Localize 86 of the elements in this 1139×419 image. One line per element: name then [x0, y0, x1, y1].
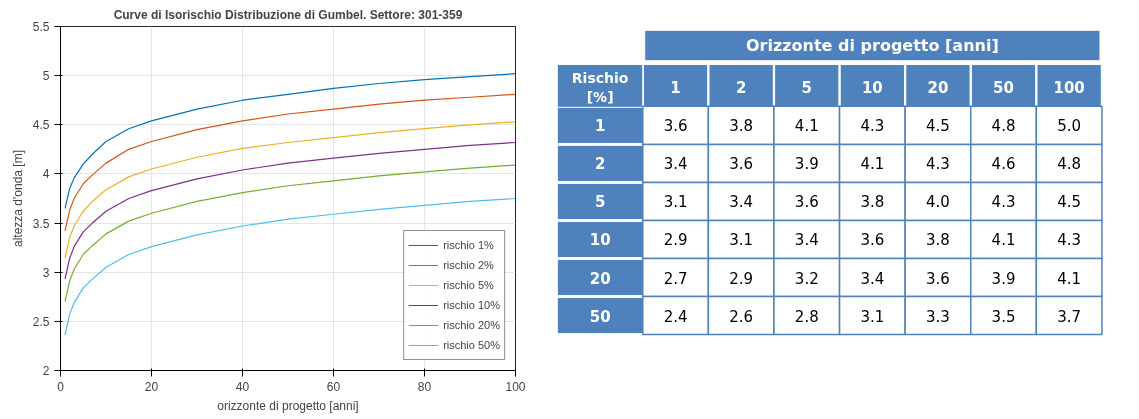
data-label: 3.4 — [860, 269, 885, 288]
x-axis-title: orizzonte di progetto [anni] — [217, 398, 359, 413]
legend-label: rischio 1% — [443, 239, 494, 251]
data-label: 4.1 — [1057, 269, 1082, 288]
data-label: 4.0 — [926, 193, 950, 212]
data-label: 3.6 — [663, 117, 688, 136]
legend-label: rischio 2% — [443, 259, 494, 271]
data-label: 2.8 — [794, 307, 819, 326]
data-label: 4.1 — [860, 155, 885, 174]
x-tick-label: 20 — [927, 79, 949, 98]
y-tick-label: 50 — [589, 307, 611, 326]
data-label: 4.8 — [1057, 155, 1082, 174]
data-label: 3.4 — [794, 231, 819, 250]
y-tick-label: 10 — [589, 231, 611, 250]
data-label: 3.6 — [729, 155, 754, 174]
line-series — [64, 121, 516, 260]
legend-label: rischio 50% — [443, 339, 500, 351]
data-label: 2.6 — [729, 307, 754, 326]
x-tick-label: 100 — [505, 379, 526, 394]
data-label: 4.3 — [926, 155, 950, 174]
y-tick-label: 3.5 — [32, 216, 50, 231]
data-label: 3.1 — [860, 307, 885, 326]
x-axis-title: Orizzonte di progetto [anni] — [745, 36, 999, 56]
x-tick-label: 5 — [801, 79, 812, 98]
x-tick-label: 2 — [735, 79, 747, 98]
data-label: 4.8 — [991, 117, 1016, 136]
y-tick-label: 20 — [589, 269, 611, 288]
data-label: 3.8 — [860, 193, 885, 212]
legend-label: rischio 20% — [443, 319, 500, 331]
x-tick-label: 10 — [861, 79, 883, 98]
data-label: 3.8 — [729, 117, 754, 136]
data-label: 4.6 — [991, 155, 1016, 174]
data-label: 4.3 — [991, 193, 1016, 212]
y-tick-label: 5 — [42, 69, 50, 84]
data-label: 3.9 — [991, 269, 1016, 288]
data-label: 3.4 — [663, 155, 688, 174]
data-label: 3.6 — [860, 231, 885, 250]
data-label: 4.1 — [794, 117, 819, 136]
y-tick-label: 2 — [42, 364, 50, 378]
y-tick-label: 1 — [594, 117, 606, 136]
data-label: 4.5 — [926, 117, 950, 136]
data-label: 5.0 — [1057, 117, 1082, 136]
x-tick-label: 1 — [670, 79, 681, 98]
y-tick-label: 3 — [42, 265, 50, 280]
data-label: 3.4 — [729, 193, 754, 212]
x-tick-label: 100 — [1053, 79, 1085, 98]
y-axis-title: altezza d'onda [m] — [10, 149, 25, 248]
data-label: 3.2 — [794, 269, 819, 288]
data-label: 2.9 — [729, 269, 754, 288]
data-label: 3.9 — [794, 155, 819, 174]
line-series — [64, 93, 516, 232]
x-tick-label: 80 — [417, 379, 432, 394]
legend-label: rischio 5% — [443, 279, 494, 291]
data-label: 3.3 — [926, 307, 950, 326]
data-label: 4.3 — [860, 117, 885, 136]
y-tick-label: 5 — [594, 193, 606, 212]
line-series — [64, 73, 516, 209]
data-label: 3.1 — [663, 193, 688, 212]
data-label: 3.6 — [794, 193, 819, 212]
line-series — [64, 141, 516, 280]
data-label: 3.8 — [926, 231, 950, 250]
legend-label: rischio 10% — [443, 299, 500, 311]
data-label: 4.5 — [1057, 193, 1082, 212]
x-tick-label: 60 — [326, 379, 341, 394]
y-tick-label: 2 — [594, 155, 606, 174]
line-series — [64, 197, 516, 336]
y-tick-label: 4.5 — [32, 118, 50, 133]
line-series — [64, 164, 516, 303]
data-label: 3.1 — [729, 231, 754, 250]
data-label: 4.1 — [991, 231, 1016, 250]
y-tick-label: 2.5 — [32, 314, 50, 329]
data-label: 4.3 — [1057, 231, 1082, 250]
data-label: 3.7 — [1057, 307, 1082, 326]
data-label: 3.5 — [991, 307, 1016, 326]
data-label: 2.7 — [663, 269, 688, 288]
x-tick-label: 0 — [57, 379, 65, 394]
x-tick-label: 40 — [235, 379, 250, 394]
y-axis-title: Rischio [%] — [571, 69, 629, 105]
y-tick-label: 4 — [42, 167, 50, 182]
data-label: 2.9 — [663, 231, 688, 250]
x-tick-label: 20 — [144, 379, 159, 394]
x-tick-label: 50 — [993, 79, 1014, 98]
data-label: 3.6 — [926, 269, 950, 288]
data-label: 2.4 — [663, 307, 688, 326]
chart-title: Curve di Isorischio Distribuzione di Gumbel. Settore: 301-359 — [113, 7, 463, 22]
y-tick-label: 5.5 — [32, 20, 50, 34]
